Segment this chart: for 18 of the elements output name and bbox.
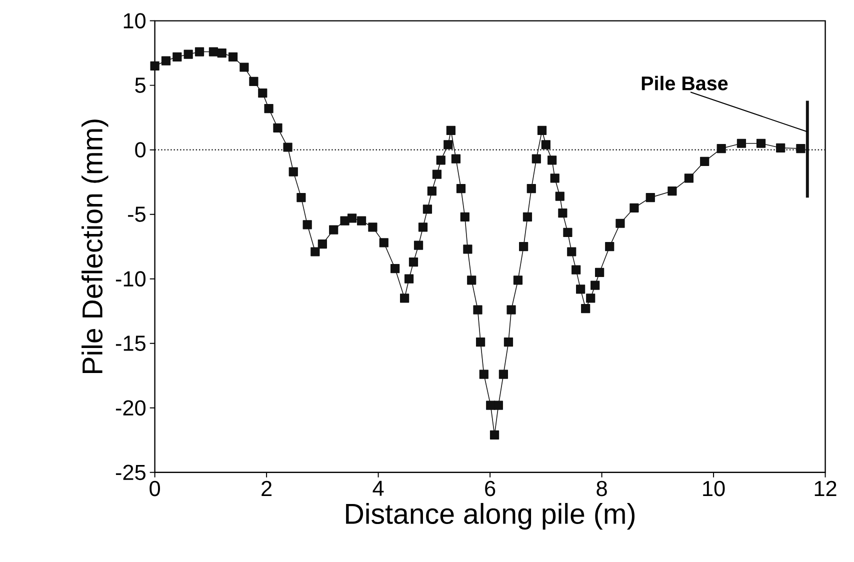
- y-tick-label: 10: [124, 13, 146, 29]
- x-tick-label: 2: [262, 481, 272, 496]
- y-tick-label: -5: [128, 207, 146, 222]
- y-axis-title: Pile Deflection (mm): [82, 120, 108, 374]
- x-tick-label: 10: [703, 481, 725, 496]
- x-tick-label: 0: [150, 481, 160, 496]
- x-tick-label: 6: [485, 481, 496, 496]
- x-axis-title: Distance along pile (m): [346, 503, 634, 530]
- annotation: Pile Base: [642, 76, 728, 91]
- x-tick-label: 4: [372, 481, 384, 496]
- y-tick-label: -10: [116, 271, 146, 287]
- y-tick-label: -15: [116, 336, 146, 352]
- x-tick-label: 12: [814, 481, 836, 496]
- y-tick-label: -20: [116, 400, 146, 416]
- y-tick-label: 0: [135, 142, 146, 158]
- y-tick-label: -25: [116, 464, 146, 480]
- x-tick-label: 8: [596, 481, 607, 496]
- y-tick-label: 5: [135, 78, 146, 94]
